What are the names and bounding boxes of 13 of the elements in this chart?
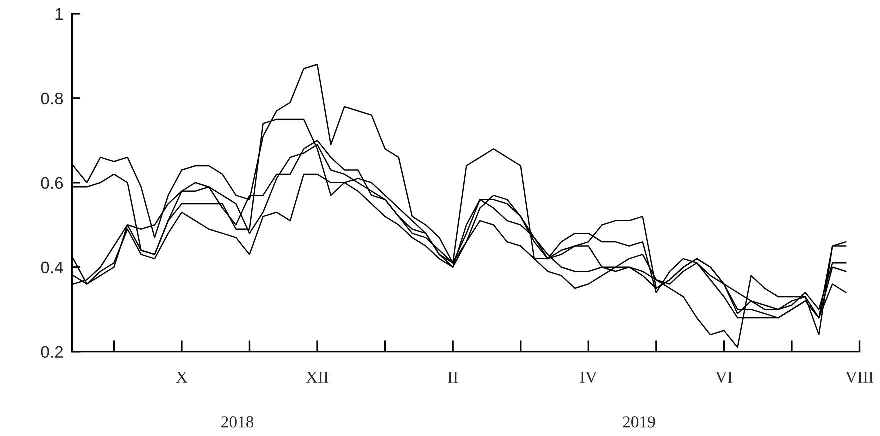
x-tick-label: VI [716,372,732,384]
y-tick-label: 0.4 [41,262,64,274]
x-tick-label: X [176,372,188,383]
x-tick-label: II [448,372,458,383]
x-tick-label: VIII [846,372,874,384]
y-tick-label: 0.6 [41,177,64,190]
x-tick-label: XII [306,372,329,383]
text: 2018 [222,416,254,428]
y-tick-label: 0.2 [41,346,63,358]
text: 2019 [623,416,656,428]
y-tick-label: 1 [56,8,64,20]
x-tick-label: IV [580,372,598,384]
y-tick-label: 0.8 [41,92,64,105]
